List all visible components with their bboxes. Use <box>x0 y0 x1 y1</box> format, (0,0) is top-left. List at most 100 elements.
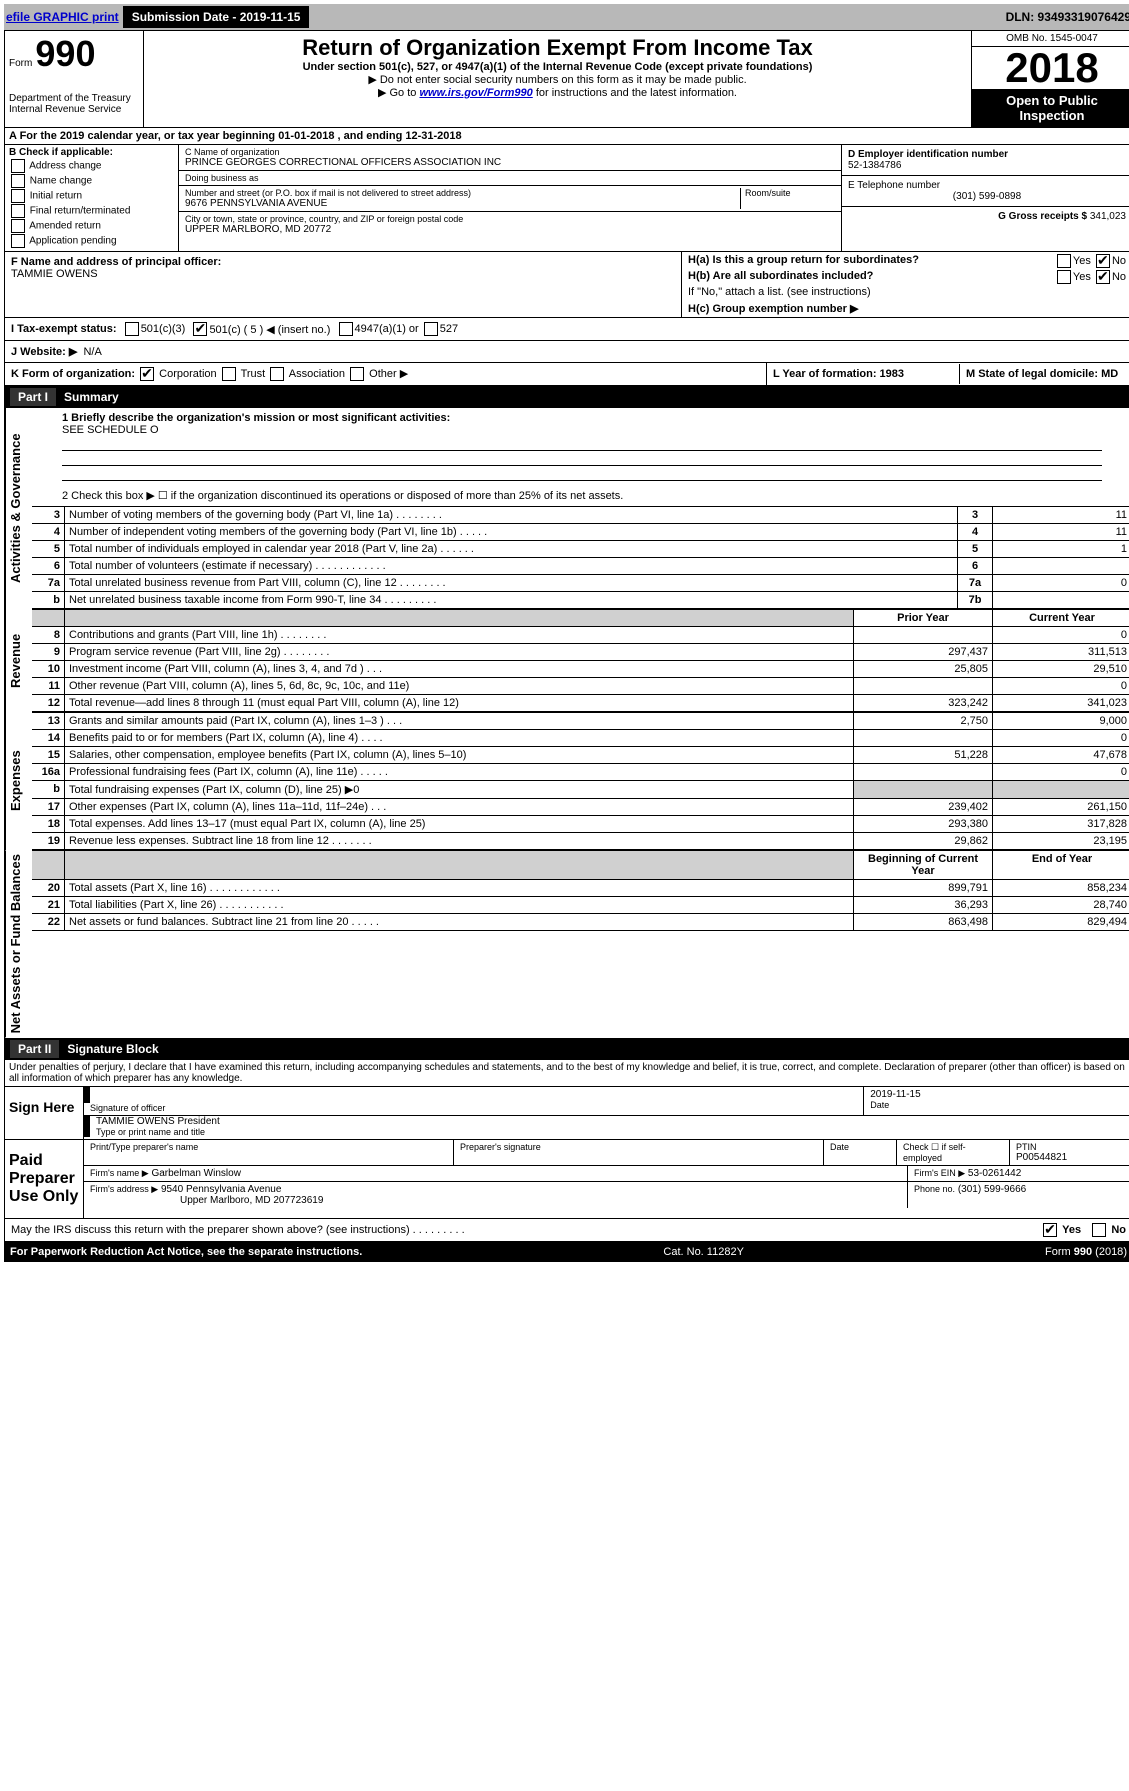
i-4947-checkbox[interactable] <box>339 322 353 336</box>
name-label: C Name of organization <box>185 147 835 157</box>
section-b-item: Initial return <box>9 189 174 203</box>
gov-content: 1 Briefly describe the organization's mi… <box>32 408 1129 609</box>
receipts-label: G Gross receipts $ <box>998 211 1087 222</box>
title-cell: Return of Organization Exempt From Incom… <box>144 31 971 127</box>
cat-no: Cat. No. 11282Y <box>663 1246 744 1258</box>
receipts-cell: G Gross receipts $ 341,023 <box>842 207 1129 226</box>
prep-check-label: Check ☐ if self-employed <box>903 1142 1003 1163</box>
f-label: F Name and address of principal officer: <box>11 256 675 268</box>
part1-header: Part I Summary <box>4 386 1129 408</box>
section-b-item: Name change <box>9 174 174 188</box>
k-corp-checkbox[interactable] <box>140 367 154 381</box>
table-row: 11Other revenue (Part VIII, column (A), … <box>32 678 1129 695</box>
prep-sig-label: Preparer's signature <box>460 1142 817 1152</box>
k-trust-checkbox[interactable] <box>222 367 236 381</box>
section-f: F Name and address of principal officer:… <box>5 252 681 317</box>
table-row: 12Total revenue—add lines 8 through 11 (… <box>32 695 1129 712</box>
footer: For Paperwork Reduction Act Notice, see … <box>4 1242 1129 1262</box>
table-row: bNet unrelated business taxable income f… <box>32 592 1129 609</box>
form-id-cell: Form 990 Department of the Treasury Inte… <box>5 31 144 127</box>
section-b-label: B Check if applicable: <box>9 147 174 158</box>
section-m: M State of legal domicile: MD <box>960 364 1129 384</box>
part2-title: Signature Block <box>67 1042 158 1056</box>
k-other-checkbox[interactable] <box>350 367 364 381</box>
no-label2: No <box>1112 271 1126 283</box>
side-gov-label: Activities & Governance <box>5 408 32 609</box>
section-b-checkbox[interactable] <box>11 174 25 188</box>
table-row: 21Total liabilities (Part X, line 26) . … <box>32 897 1129 914</box>
ein: 52-1384786 <box>848 160 1126 171</box>
ptin-label: PTIN <box>1016 1142 1126 1152</box>
section-b-item: Application pending <box>9 234 174 248</box>
ha-no-checkbox[interactable] <box>1096 254 1110 268</box>
yes-label2: Yes <box>1073 271 1091 283</box>
k-assoc-checkbox[interactable] <box>270 367 284 381</box>
period-row: A For the 2019 calendar year, or tax yea… <box>4 128 1129 145</box>
exp-section: Expenses 13Grants and similar amounts pa… <box>4 712 1129 850</box>
instr2-post: for instructions and the latest informat… <box>536 87 737 99</box>
sig-date-cell: 2019-11-15 Date <box>864 1087 1129 1115</box>
opt-501c3: 501(c)(3) <box>141 323 186 335</box>
table-header-row: Beginning of Current YearEnd of Year <box>32 851 1129 880</box>
section-k: K Form of organization: Corporation Trus… <box>5 363 767 385</box>
side-exp-label: Expenses <box>5 712 32 850</box>
hb-row: H(b) Are all subordinates included? Yes … <box>682 268 1129 284</box>
discuss-no-checkbox[interactable] <box>1092 1223 1106 1237</box>
opt-501c: 501(c) ( 5 ) ◀ (insert no.) <box>209 323 330 336</box>
firm-addr-cell: Firm's address ▶ 9540 Pennsylvania Avenu… <box>84 1182 908 1208</box>
section-b-checkbox[interactable] <box>11 234 25 248</box>
section-klm: K Form of organization: Corporation Trus… <box>4 363 1129 386</box>
i-501c3-checkbox[interactable] <box>125 322 139 336</box>
subtitle: Under section 501(c), 527, or 4947(a)(1)… <box>148 61 967 73</box>
discuss-yes: Yes <box>1062 1223 1081 1235</box>
addr: 9676 PENNSYLVANIA AVENUE <box>185 198 740 209</box>
city-label: City or town, state or province, country… <box>185 214 835 224</box>
section-b-checkbox[interactable] <box>11 204 25 218</box>
room-label: Room/suite <box>745 188 835 198</box>
hb-label: H(b) Are all subordinates included? <box>688 270 873 282</box>
k-corp: Corporation <box>159 368 216 380</box>
rev-table: Prior YearCurrent Year8Contributions and… <box>32 609 1129 712</box>
sig-officer-cell: Signature of officer <box>84 1087 864 1115</box>
ha-yes-checkbox[interactable] <box>1057 254 1071 268</box>
hb-no-checkbox[interactable] <box>1096 270 1110 284</box>
city-cell: City or town, state or province, country… <box>179 212 841 237</box>
firm-ein: 53-0261442 <box>968 1168 1021 1179</box>
net-section: Net Assets or Fund Balances Beginning of… <box>4 850 1129 1037</box>
q1: 1 Briefly describe the organization's mi… <box>62 412 1102 424</box>
section-j: J Website: ▶ N/A <box>4 341 1129 363</box>
hb-yes-checkbox[interactable] <box>1057 270 1071 284</box>
paperwork: For Paperwork Reduction Act Notice, see … <box>10 1246 362 1258</box>
table-row: 5Total number of individuals employed in… <box>32 541 1129 558</box>
instructions-link[interactable]: www.irs.gov/Form990 <box>419 87 532 99</box>
section-b-checkbox[interactable] <box>11 159 25 173</box>
i-527-checkbox[interactable] <box>424 322 438 336</box>
opt-527: 527 <box>440 323 458 335</box>
k-assoc: Association <box>289 368 345 380</box>
submission-date-btn[interactable]: Submission Date - 2019-11-15 <box>123 6 310 28</box>
i-label: I Tax-exempt status: <box>11 323 117 335</box>
receipts: 341,023 <box>1090 211 1126 222</box>
section-fh: F Name and address of principal officer:… <box>4 252 1129 318</box>
inspection-badge: Open to Public Inspection <box>972 89 1129 127</box>
dln-label: DLN: 93493319076429 <box>1006 10 1129 24</box>
k-trust: Trust <box>241 368 266 380</box>
firm-name: Garbelman Winslow <box>151 1168 240 1179</box>
efile-link[interactable]: efile GRAPHIC print <box>6 10 119 24</box>
part2-header: Part II Signature Block <box>4 1038 1129 1060</box>
dept-label: Department of the Treasury Internal Reve… <box>9 93 139 115</box>
firm-phone: (301) 599-9666 <box>958 1184 1026 1195</box>
f-name: TAMMIE OWENS <box>11 268 675 280</box>
section-b-checkbox[interactable] <box>11 189 25 203</box>
table-header-row: Prior YearCurrent Year <box>32 610 1129 627</box>
firm-city: Upper Marlboro, MD 207723619 <box>180 1195 901 1206</box>
discuss-yes-checkbox[interactable] <box>1043 1223 1057 1237</box>
table-row: 10Investment income (Part VIII, column (… <box>32 661 1129 678</box>
i-501c-checkbox[interactable] <box>193 322 207 336</box>
section-b-item: Final return/terminated <box>9 204 174 218</box>
sign-label: Sign Here <box>5 1087 84 1139</box>
declaration: Under penalties of perjury, I declare th… <box>4 1060 1129 1086</box>
firm-ein-cell: Firm's EIN ▶ 53-0261442 <box>908 1166 1129 1181</box>
section-b-checkbox[interactable] <box>11 219 25 233</box>
part2-badge: Part II <box>10 1040 59 1058</box>
